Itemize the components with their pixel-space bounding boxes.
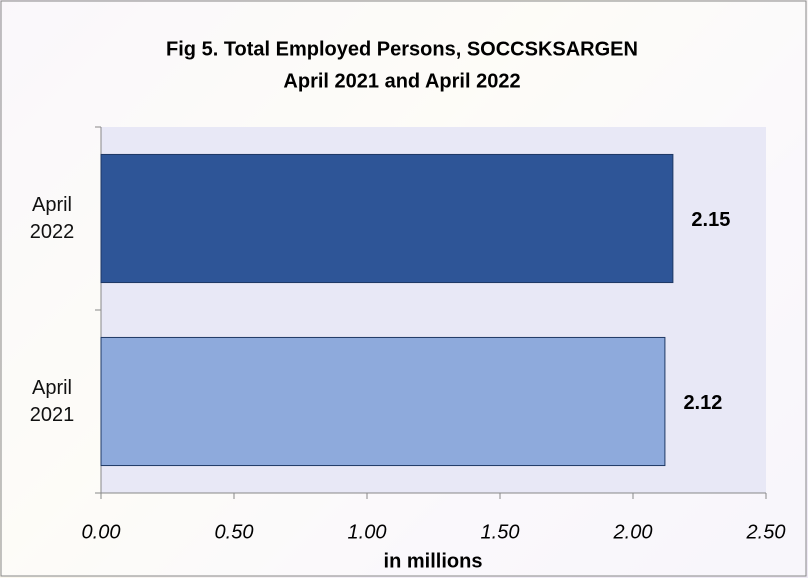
value-label: 2.12: [683, 392, 722, 414]
chart-title: Fig 5. Total Employed Persons, SOCCSKSAR…: [166, 38, 638, 60]
x-tick-label: 2.00: [613, 521, 653, 543]
x-tick-label: 0.00: [82, 521, 121, 543]
bar: [100, 153, 674, 284]
value-label: 2.15: [691, 209, 730, 231]
y-tick-label: April 2022: [29, 193, 75, 243]
bar: [100, 336, 666, 467]
x-tick-label: 1.00: [348, 521, 387, 543]
x-tick-label: 1.50: [481, 521, 520, 543]
chart-subtitle: April 2021 and April 2022: [283, 70, 520, 92]
x-tick-label: 0.50: [215, 521, 254, 543]
x-tick-label: 2.50: [746, 521, 786, 543]
x-axis-label: in millions: [384, 550, 483, 572]
y-tick-label: April 2021: [29, 376, 75, 426]
